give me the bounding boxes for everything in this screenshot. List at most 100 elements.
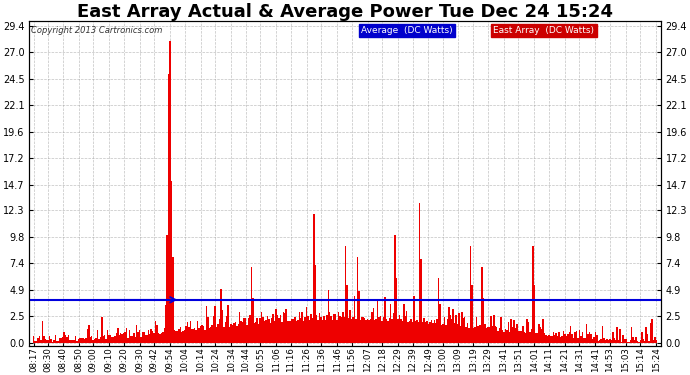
Bar bbox=[420, 259, 422, 343]
Bar bbox=[99, 337, 101, 343]
Bar bbox=[79, 339, 81, 343]
Bar bbox=[279, 315, 281, 343]
Bar bbox=[232, 326, 233, 343]
Bar bbox=[378, 316, 380, 343]
Bar bbox=[477, 326, 479, 343]
Bar bbox=[246, 325, 248, 343]
Bar bbox=[479, 325, 480, 343]
Bar bbox=[65, 335, 66, 343]
Bar bbox=[431, 320, 432, 343]
Bar bbox=[77, 341, 78, 343]
Bar bbox=[284, 313, 286, 343]
Bar bbox=[640, 340, 641, 343]
Bar bbox=[495, 327, 496, 343]
Bar bbox=[569, 332, 570, 343]
Bar bbox=[482, 267, 483, 343]
Bar bbox=[641, 332, 642, 343]
Bar bbox=[399, 315, 400, 343]
Bar bbox=[199, 328, 200, 343]
Bar bbox=[55, 335, 56, 343]
Bar bbox=[442, 324, 444, 343]
Bar bbox=[649, 340, 650, 343]
Bar bbox=[355, 319, 357, 343]
Bar bbox=[219, 319, 220, 343]
Bar bbox=[226, 316, 228, 343]
Bar bbox=[566, 336, 567, 343]
Bar bbox=[584, 338, 586, 343]
Bar bbox=[336, 320, 337, 343]
Bar bbox=[638, 342, 640, 343]
Bar bbox=[591, 334, 592, 343]
Bar bbox=[499, 328, 500, 343]
Bar bbox=[270, 323, 271, 343]
Bar bbox=[148, 330, 149, 343]
Bar bbox=[43, 336, 45, 343]
Bar bbox=[273, 314, 274, 343]
Bar bbox=[111, 337, 112, 343]
Bar bbox=[540, 327, 541, 343]
Bar bbox=[625, 339, 627, 343]
Bar bbox=[406, 312, 407, 343]
Bar bbox=[633, 337, 634, 343]
Bar bbox=[97, 330, 98, 343]
Bar bbox=[208, 328, 210, 343]
Bar bbox=[206, 306, 207, 343]
Bar bbox=[489, 327, 490, 343]
Bar bbox=[169, 41, 171, 343]
Bar bbox=[308, 320, 310, 343]
Bar bbox=[484, 324, 486, 343]
Bar bbox=[589, 332, 591, 343]
Bar bbox=[593, 337, 595, 343]
Bar bbox=[602, 326, 603, 343]
Bar bbox=[416, 321, 417, 343]
Bar bbox=[357, 256, 358, 343]
Bar bbox=[342, 312, 344, 343]
Bar bbox=[521, 331, 522, 343]
Bar bbox=[528, 322, 529, 343]
Bar bbox=[397, 318, 399, 343]
Bar bbox=[145, 335, 146, 343]
Bar bbox=[371, 312, 373, 343]
Bar bbox=[179, 327, 181, 343]
Bar bbox=[458, 312, 460, 343]
Text: Average  (DC Watts): Average (DC Watts) bbox=[361, 26, 453, 35]
Bar bbox=[126, 328, 127, 343]
Bar bbox=[253, 323, 255, 343]
Bar bbox=[460, 326, 461, 343]
Bar bbox=[69, 340, 70, 343]
Bar bbox=[444, 317, 445, 343]
Bar bbox=[611, 340, 612, 343]
Bar bbox=[204, 330, 206, 343]
Bar bbox=[92, 340, 94, 343]
Bar bbox=[117, 328, 119, 343]
Bar bbox=[567, 334, 569, 343]
Bar bbox=[502, 330, 503, 343]
Bar bbox=[57, 341, 59, 343]
Bar bbox=[221, 310, 223, 343]
Bar bbox=[187, 321, 188, 343]
Bar bbox=[435, 322, 437, 343]
Bar bbox=[319, 313, 320, 343]
Bar bbox=[429, 322, 431, 343]
Bar bbox=[537, 333, 538, 343]
Bar bbox=[383, 317, 384, 343]
Bar bbox=[249, 315, 250, 343]
Bar bbox=[136, 326, 137, 343]
Bar bbox=[538, 324, 540, 343]
Bar bbox=[116, 333, 117, 343]
Bar bbox=[522, 326, 524, 343]
Bar bbox=[490, 316, 491, 343]
Bar bbox=[33, 336, 34, 343]
Bar bbox=[297, 320, 299, 343]
Bar bbox=[448, 307, 449, 343]
Bar bbox=[316, 315, 317, 343]
Bar bbox=[454, 323, 455, 343]
Bar bbox=[315, 265, 316, 343]
Bar bbox=[558, 332, 560, 343]
Bar bbox=[486, 328, 487, 343]
Bar bbox=[36, 341, 37, 343]
Bar bbox=[525, 333, 526, 343]
Bar bbox=[52, 342, 53, 343]
Bar bbox=[580, 336, 582, 343]
Bar bbox=[290, 321, 291, 343]
